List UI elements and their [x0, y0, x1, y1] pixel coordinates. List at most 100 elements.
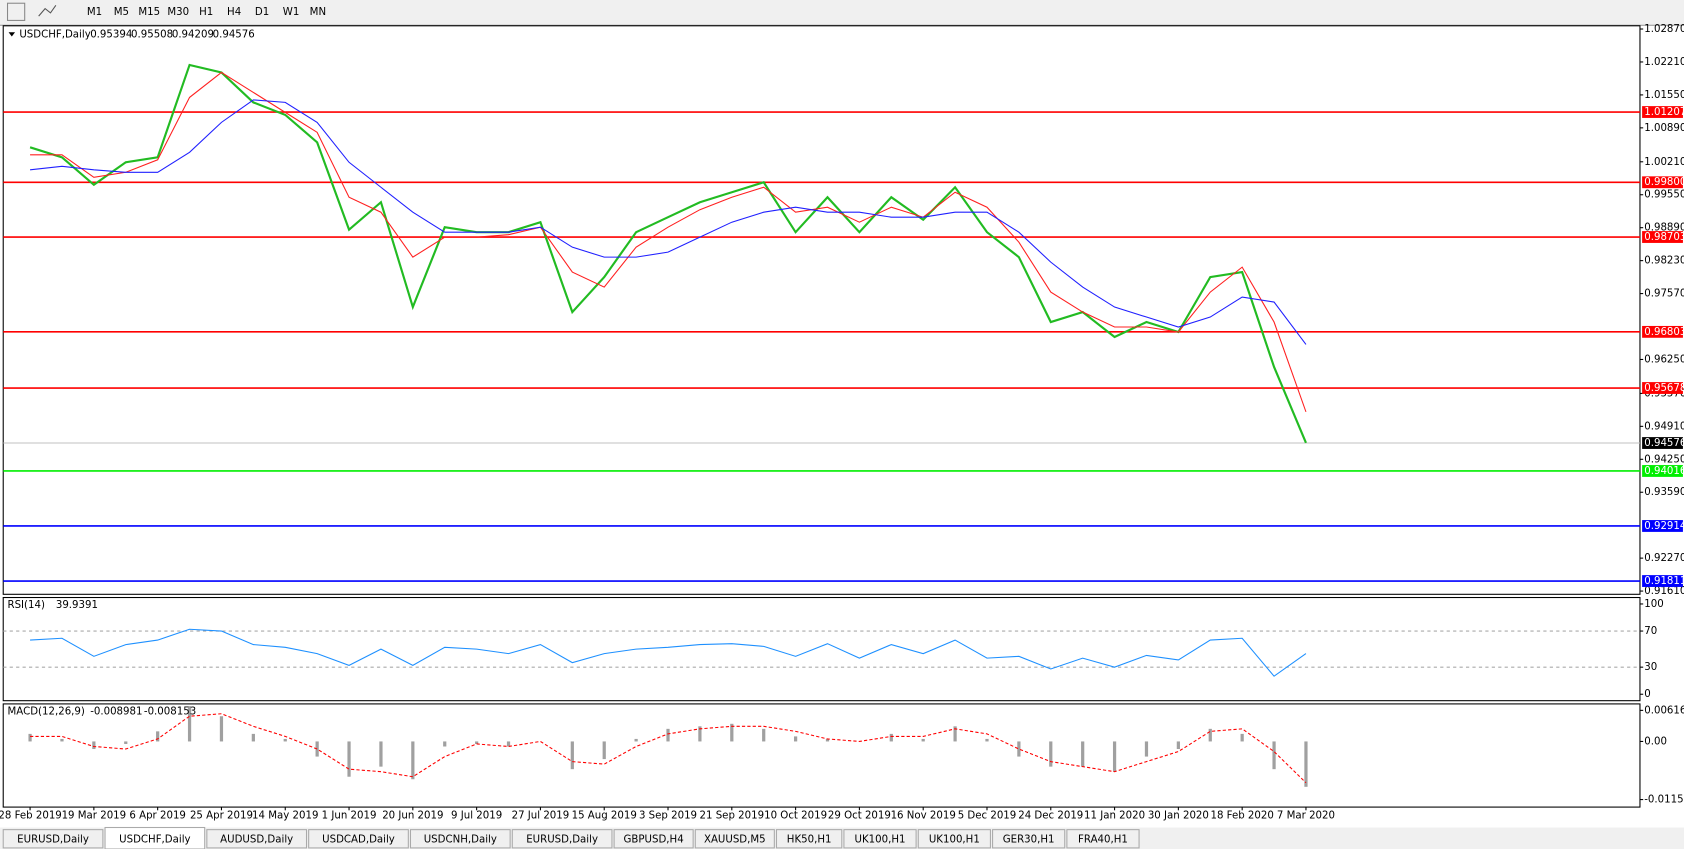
- tab[interactable]: [2, 829, 104, 849]
- level-label-bg: [1642, 176, 1683, 189]
- timeframe-button[interactable]: M15: [138, 7, 160, 18]
- macd-bar: [570, 741, 574, 770]
- tab-label[interactable]: UK100,H1: [855, 834, 906, 845]
- tab[interactable]: [694, 829, 775, 849]
- toolbar: [0, 0, 1684, 25]
- price-line: [29, 63, 1307, 444]
- timeframe-button[interactable]: H4: [227, 7, 241, 18]
- x-tick-label: 6 Apr 2019: [129, 811, 185, 822]
- price-line: [30, 71, 1307, 413]
- y-tick-label: 1.00210: [1644, 157, 1684, 168]
- rsi-value: 39.9391: [56, 600, 98, 611]
- x-tick-label: 19 Mar 2019: [62, 811, 127, 822]
- macd-bar: [60, 738, 64, 742]
- tab[interactable]: [308, 829, 409, 849]
- level-label: 0.94576: [1644, 438, 1684, 449]
- tab[interactable]: [511, 829, 613, 849]
- tab-label[interactable]: FRA40,H1: [1078, 834, 1128, 845]
- x-tick-label: 10 Oct 2019: [764, 811, 827, 822]
- timeframe-button[interactable]: D1: [255, 7, 269, 18]
- macd-bar: [762, 728, 766, 742]
- tab[interactable]: [917, 829, 991, 849]
- tab[interactable]: [1066, 829, 1140, 849]
- x-tick-label: 16 Nov 2019: [891, 811, 956, 822]
- y-tick-label: 0.00: [1644, 736, 1667, 747]
- menu-arrow[interactable]: [8, 32, 16, 37]
- tab-label[interactable]: UK100,H1: [929, 834, 980, 845]
- rsi-line: [30, 628, 1307, 677]
- timeframe-button[interactable]: M1: [87, 7, 102, 18]
- rsi-title: RSI(14): [8, 600, 45, 611]
- macd-bar: [1304, 741, 1308, 787]
- x-tick-label: 20 Jun 2019: [382, 811, 443, 822]
- level-label: 0.91811: [1644, 576, 1684, 587]
- x-tick-label: 21 Sep 2019: [700, 811, 765, 822]
- y-tick-label: 0.99550: [1644, 190, 1684, 201]
- macd-bar: [475, 741, 479, 744]
- macd-bar: [315, 741, 319, 757]
- tab[interactable]: [613, 829, 694, 849]
- macd-bar: [283, 738, 287, 742]
- tab-label[interactable]: XAUUSD,M5: [704, 834, 766, 845]
- level-label: 1.01207: [1644, 107, 1684, 118]
- tab-label[interactable]: USDCAD,Daily: [322, 834, 395, 845]
- macd-bar: [219, 716, 224, 742]
- tab[interactable]: [843, 829, 917, 849]
- macd-bar: [124, 741, 128, 744]
- y-tick-label: 0.98230: [1644, 256, 1684, 267]
- macd-bar: [156, 731, 160, 742]
- tab-label[interactable]: EURUSD,Daily: [526, 834, 598, 845]
- level-label-bg: [1642, 382, 1683, 394]
- level-label-bg: [1642, 437, 1683, 449]
- tab-label[interactable]: GER30,H1: [1003, 834, 1055, 845]
- x-tick-label: 15 Aug 2019: [572, 811, 637, 822]
- x-tick-label: 24 Dec 2019: [1018, 811, 1083, 822]
- y-tick-label: -0.011531: [1644, 795, 1684, 806]
- tool-icon[interactable]: [38, 5, 57, 17]
- macd-bar: [793, 736, 798, 742]
- macd-bar: [825, 738, 830, 742]
- x-tick-label: 3 Sep 2019: [639, 811, 697, 822]
- chart-title: USDCHF,Daily: [19, 29, 90, 40]
- x-tick-label: 1 Jun 2019: [322, 811, 377, 822]
- level-label-bg: [1642, 106, 1683, 118]
- timeframe-button[interactable]: M30: [167, 7, 189, 18]
- macd-bar: [379, 741, 383, 767]
- tab-label[interactable]: HK50,H1: [787, 834, 832, 845]
- tab-label[interactable]: USDCHF,Daily: [119, 834, 190, 845]
- level-label-bg: [1642, 520, 1683, 532]
- tab-label[interactable]: USDCNH,Daily: [424, 834, 497, 845]
- x-tick-label: 18 Feb 2020: [1210, 811, 1273, 822]
- timeframe-button[interactable]: M5: [114, 7, 129, 18]
- x-tick-label: 29 Oct 2019: [828, 811, 891, 822]
- timeframe-button[interactable]: W1: [283, 7, 300, 18]
- macd-bar: [889, 733, 893, 742]
- x-tick-label: 28 Feb 2019: [0, 811, 62, 822]
- macd-bar: [634, 738, 638, 742]
- y-tick-label: 0.91610: [1644, 586, 1684, 597]
- quote-value: 0.94576: [213, 29, 255, 40]
- tab-label[interactable]: AUDUSD,Daily: [220, 834, 293, 845]
- macd-value: -0.008981: [90, 706, 142, 717]
- y-tick-label: 100: [1644, 599, 1663, 610]
- timeframe-button[interactable]: H1: [199, 7, 213, 18]
- tab-label[interactable]: EURUSD,Daily: [17, 834, 89, 845]
- tool-icon[interactable]: [6, 2, 26, 21]
- y-tick-label: 30: [1644, 662, 1657, 673]
- level-label: 0.92914: [1644, 521, 1684, 532]
- y-tick-label: 0: [1644, 689, 1650, 700]
- y-tick-label: 1.01550: [1644, 90, 1684, 101]
- y-tick-label: 1.00890: [1644, 123, 1684, 134]
- tab[interactable]: [775, 829, 843, 849]
- macd-title: MACD(12,26,9): [8, 706, 85, 717]
- macd-bar: [1272, 741, 1276, 770]
- tab[interactable]: [992, 829, 1066, 849]
- tab-label[interactable]: GBPUSD,H4: [624, 834, 684, 845]
- tab[interactable]: [409, 829, 511, 849]
- macd-bar: [187, 706, 192, 742]
- macd-bar: [1017, 741, 1021, 757]
- y-tick-label: 0.93590: [1644, 487, 1684, 498]
- tab[interactable]: [206, 829, 308, 849]
- timeframe-button[interactable]: MN: [310, 7, 326, 18]
